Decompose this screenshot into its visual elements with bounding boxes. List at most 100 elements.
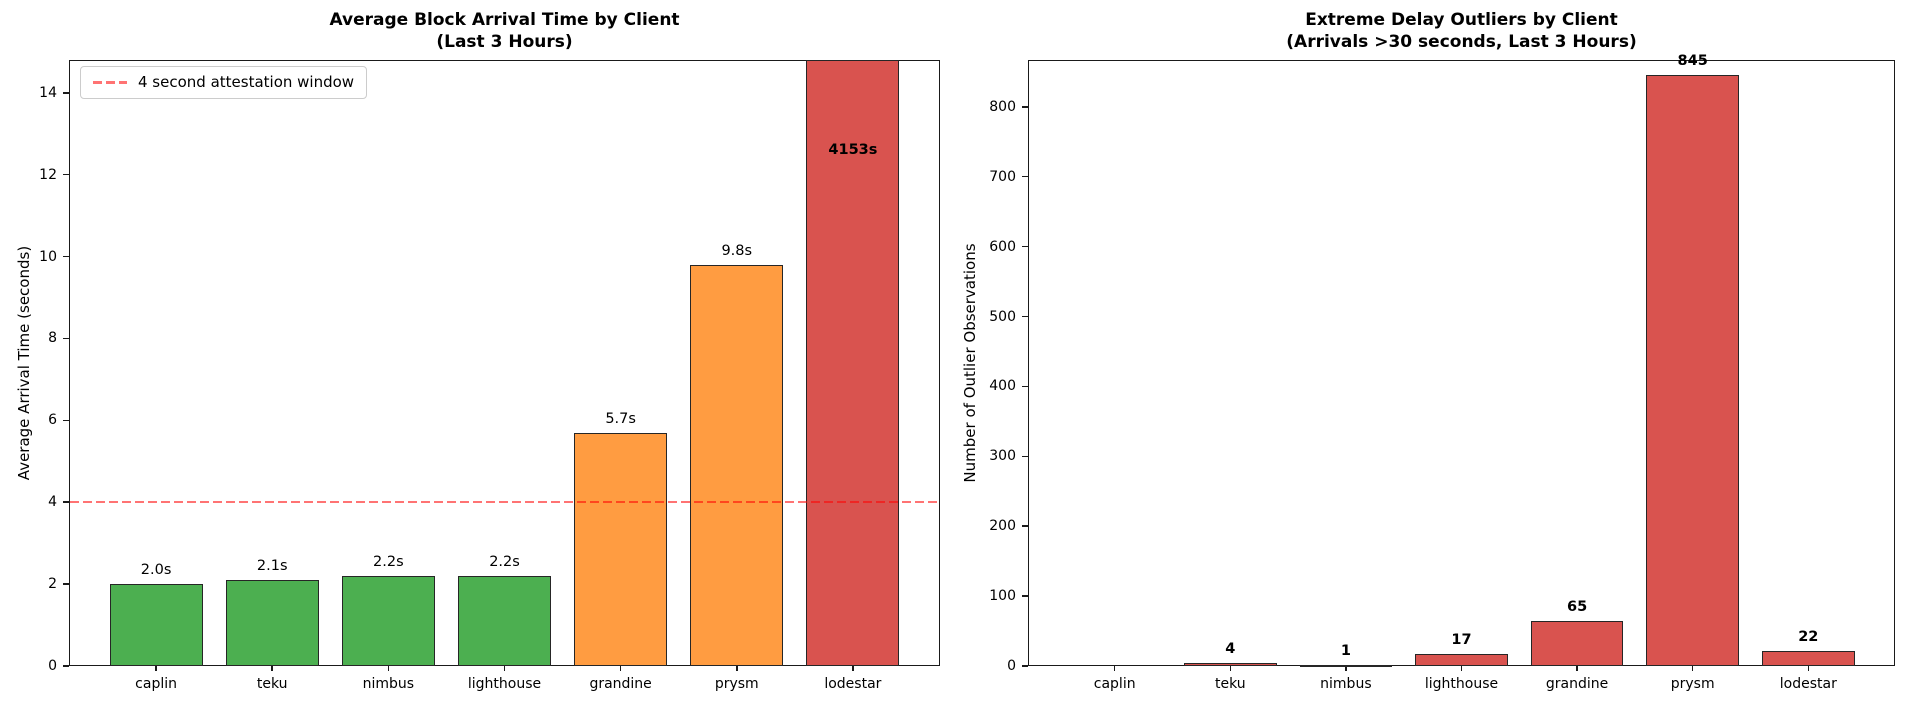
x-tick-label-nimbus: nimbus — [1320, 676, 1372, 692]
bar-lighthouse — [458, 575, 551, 666]
x-tick-label-lighthouse: lighthouse — [467, 676, 542, 692]
x-tick-mark — [1807, 666, 1810, 671]
bar-label-grandine: 65 — [1567, 598, 1588, 615]
y-tick-mark — [1022, 455, 1028, 458]
x-tick-mark — [1345, 666, 1347, 671]
x-tick-label-teku: teku — [1214, 676, 1246, 692]
bar-teku — [225, 580, 319, 666]
y-tick-mark — [1022, 315, 1028, 318]
x-tick-label-prysm: prysm — [714, 676, 759, 692]
x-tick-mark — [155, 666, 157, 671]
bar-nimbus — [1299, 665, 1393, 667]
y-tick-label: 800 — [989, 98, 1016, 115]
x-tick-label-lodestar: lodestar — [824, 676, 882, 692]
y-tick-mark — [63, 665, 69, 667]
right-chart-title: Extreme Delay Outliers by Client (Arriva… — [1028, 9, 1895, 53]
right-chart-ylabel: Number of Outlier Observations — [961, 243, 979, 483]
right-chart-title-line1: Extreme Delay Outliers by Client — [1305, 10, 1618, 30]
y-tick-mark — [63, 337, 69, 340]
x-tick-label-teku: teku — [256, 676, 288, 692]
bar-label-nimbus: 1 — [1340, 643, 1351, 659]
x-tick-mark — [736, 666, 738, 671]
bar-lodestar — [1762, 650, 1855, 666]
bar-label-lodestar: 22 — [1798, 628, 1819, 645]
y-tick-label: 600 — [989, 238, 1016, 255]
x-tick-mark — [1460, 666, 1463, 671]
y-tick-mark — [1022, 385, 1028, 388]
x-tick-mark — [852, 666, 854, 671]
y-tick-mark — [1022, 595, 1028, 597]
threshold-dashed-line-sample-icon — [93, 81, 127, 84]
y-tick-mark — [63, 501, 69, 503]
bar-label-prysm: 9.8s — [721, 242, 753, 259]
bar-teku — [1184, 663, 1277, 666]
bar-label-nimbus: 2.2s — [373, 553, 404, 570]
y-tick-label: 6 — [48, 412, 57, 429]
bar-label-prysm: 845 — [1677, 53, 1708, 70]
left-chart-title-line1: Average Block Arrival Time by Client — [329, 10, 680, 30]
y-tick-label: 2 — [48, 576, 57, 593]
y-tick-mark — [63, 583, 69, 585]
y-tick-label: 400 — [989, 378, 1016, 395]
x-tick-label-grandine: grandine — [1545, 676, 1609, 692]
legend: 4 second attestation window — [80, 66, 368, 99]
x-tick-label-lodestar: lodestar — [1779, 676, 1837, 692]
bar-label-caplin: 2.0s — [140, 562, 172, 579]
y-tick-label: 4 — [48, 494, 57, 511]
y-tick-mark — [63, 173, 69, 176]
y-tick-label: 300 — [989, 448, 1016, 465]
legend-label: 4 second attestation window — [138, 73, 355, 91]
x-tick-mark — [503, 666, 506, 671]
x-tick-mark — [619, 666, 622, 671]
right-chart-plot-area — [1028, 60, 1895, 666]
bar-grandine — [1530, 620, 1624, 666]
bar-label-teku: 2.1s — [256, 558, 288, 574]
bar-nimbus — [341, 575, 435, 666]
y-tick-label: 700 — [989, 168, 1016, 185]
x-tick-mark — [1229, 666, 1232, 671]
left-chart-title: Average Block Arrival Time by Client (La… — [69, 9, 940, 53]
bar-prysm — [690, 264, 784, 666]
y-tick-label: 0 — [1007, 658, 1016, 674]
x-tick-label-caplin: caplin — [1093, 676, 1136, 692]
x-tick-mark — [387, 666, 390, 671]
y-tick-label: 14 — [39, 84, 57, 101]
x-tick-label-grandine: grandine — [589, 676, 652, 692]
y-tick-label: 10 — [39, 248, 57, 265]
y-tick-label: 12 — [39, 166, 57, 183]
y-tick-label: 0 — [48, 658, 57, 674]
bar-caplin — [109, 584, 203, 666]
y-tick-mark — [63, 255, 69, 258]
x-tick-mark — [271, 666, 273, 671]
y-tick-label: 100 — [989, 588, 1016, 605]
left-chart-plot-area — [69, 60, 940, 666]
left-chart-title-line2: (Last 3 Hours) — [436, 32, 573, 52]
bar-label-lighthouse: 2.2s — [489, 553, 520, 570]
bar-prysm — [1646, 75, 1739, 666]
bar-lighthouse — [1415, 654, 1508, 666]
x-tick-label-prysm: prysm — [1670, 676, 1715, 692]
y-tick-label: 200 — [989, 518, 1016, 535]
y-tick-mark — [1022, 665, 1028, 667]
y-tick-mark — [1022, 245, 1028, 248]
right-chart-title-line2: (Arrivals >30 seconds, Last 3 Hours) — [1286, 32, 1637, 52]
bar-label-lighthouse: 17 — [1451, 632, 1472, 649]
y-tick-mark — [1022, 106, 1028, 108]
x-tick-mark — [1691, 666, 1694, 671]
x-tick-mark — [1113, 666, 1116, 671]
bar-label-grandine: 5.7s — [605, 410, 636, 427]
bar-grandine — [574, 432, 668, 666]
y-tick-label: 8 — [48, 330, 57, 347]
y-tick-mark — [63, 92, 69, 94]
x-tick-mark — [1576, 666, 1578, 671]
y-tick-mark — [1022, 525, 1028, 527]
x-tick-label-caplin: caplin — [135, 676, 177, 692]
x-tick-label-nimbus: nimbus — [362, 676, 415, 692]
x-tick-label-lighthouse: lighthouse — [1424, 676, 1499, 692]
y-tick-mark — [1022, 175, 1028, 178]
y-tick-label: 500 — [989, 308, 1016, 325]
bar-lodestar — [806, 60, 900, 666]
attestation-threshold-line — [70, 500, 939, 504]
y-tick-mark — [63, 419, 69, 422]
